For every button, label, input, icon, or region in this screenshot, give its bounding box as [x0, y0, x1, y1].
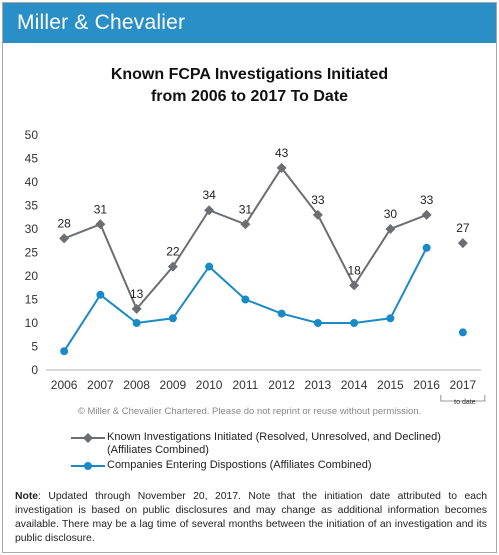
x-tick-label: 2010 — [196, 378, 223, 392]
to-date-label: to date — [454, 399, 476, 406]
x-tick-label: 2011 — [232, 378, 258, 392]
data-point-circle — [350, 319, 359, 327]
y-tick-label: 45 — [25, 152, 39, 166]
data-point-diamond — [167, 261, 178, 272]
data-label: 31 — [94, 202, 108, 216]
legend-label-investigations-line2: (Affiliates Combined) — [107, 444, 209, 456]
x-tick-label: 2007 — [87, 378, 114, 392]
line-chart: 0 5 10 15 20 25 30 35 40 45 50 2006 2007 2008 2009 2010… — [25, 128, 486, 406]
data-point-circle — [205, 262, 214, 271]
data-point-circle — [168, 314, 177, 323]
brand-logo: Miller & Chevalier — [17, 11, 186, 34]
data-point-circle — [386, 314, 395, 323]
chart-legend: Known Investigations Initiated (Resolved… — [71, 431, 491, 474]
data-point-diamond — [349, 280, 360, 291]
data-label: 33 — [420, 193, 434, 207]
legend-item-dispositions: Companies Entering Dispostions (Affiliat… — [71, 459, 491, 472]
data-point-diamond — [240, 219, 251, 230]
data-label: 33 — [311, 193, 325, 207]
data-point-diamond — [59, 233, 70, 244]
footnote-label: Note — [15, 491, 39, 502]
data-label: 31 — [239, 202, 253, 216]
chart-title-line1: Known FCPA Investigations Initiated — [110, 66, 389, 83]
y-tick-label: 50 — [25, 128, 39, 142]
y-tick-label: 40 — [25, 175, 39, 189]
x-tick-label: 2006 — [51, 378, 78, 392]
data-point-circle — [422, 243, 431, 252]
y-tick-label: 15 — [25, 293, 39, 307]
data-label: 13 — [130, 287, 144, 301]
data-label: 28 — [57, 216, 71, 230]
data-point-diamond — [131, 303, 142, 314]
footnote-text: : Updated through November 20, 2017. Not… — [15, 491, 487, 544]
y-tick-label: 0 — [31, 363, 38, 377]
x-tick-label: 2012 — [268, 378, 295, 392]
data-point-circle — [96, 290, 105, 299]
legend-swatch-diamond — [71, 433, 105, 443]
data-point-diamond — [312, 209, 323, 220]
copyright-notice: © Miller & Chevalier Chartered. Please d… — [77, 406, 422, 417]
legend-item-investigations: Known Investigations Initiated (Resolved… — [71, 431, 491, 457]
data-point-circle — [313, 319, 322, 327]
data-point-circle — [132, 319, 141, 327]
legend-swatch-circle — [71, 462, 105, 470]
data-label: 18 — [347, 263, 361, 277]
data-point-diamond — [385, 224, 396, 234]
series-line-1 — [63, 166, 427, 311]
y-tick-label: 10 — [25, 316, 39, 330]
x-tick-label: 2009 — [160, 378, 187, 392]
data-point-diamond — [204, 205, 215, 216]
data-point-diamond — [457, 238, 468, 249]
data-point-circle — [458, 328, 467, 337]
data-point-circle — [277, 309, 286, 318]
data-point-diamond — [421, 209, 432, 220]
y-tick-label: 30 — [25, 222, 39, 236]
y-tick-label: 20 — [25, 269, 39, 283]
x-tick-label: 2015 — [377, 378, 404, 392]
data-label: 27 — [456, 221, 470, 235]
chart-title-line2: from 2006 to 2017 To Date — [150, 88, 349, 105]
data-point-circle — [60, 347, 69, 356]
brand-banner: Miller & Chevalier — [3, 3, 496, 43]
y-tick-label: 25 — [25, 246, 39, 260]
footnote: Note: Updated through November 20, 2017.… — [15, 490, 487, 546]
x-tick-label: 2014 — [341, 378, 368, 392]
y-tick-label: 5 — [31, 340, 38, 354]
x-tick-label: 2017 — [450, 378, 477, 392]
x-tick-label: 2016 — [413, 378, 440, 392]
data-point-diamond — [276, 162, 287, 173]
y-tick-label: 35 — [25, 199, 39, 213]
data-point-diamond — [95, 219, 106, 230]
x-tick-label: 2013 — [305, 378, 332, 392]
to-date-bracket — [440, 395, 486, 402]
x-tick-label: 2008 — [123, 378, 150, 392]
data-label: 34 — [202, 188, 216, 202]
legend-label-investigations-line1: Known Investigations Initiated (Resolved… — [107, 431, 441, 443]
data-label: 30 — [384, 207, 398, 221]
legend-label-dispositions: Companies Entering Dispostions (Affiliat… — [107, 459, 372, 471]
data-label: 43 — [275, 146, 289, 160]
data-label: 22 — [166, 245, 180, 259]
data-point-circle — [241, 295, 250, 304]
